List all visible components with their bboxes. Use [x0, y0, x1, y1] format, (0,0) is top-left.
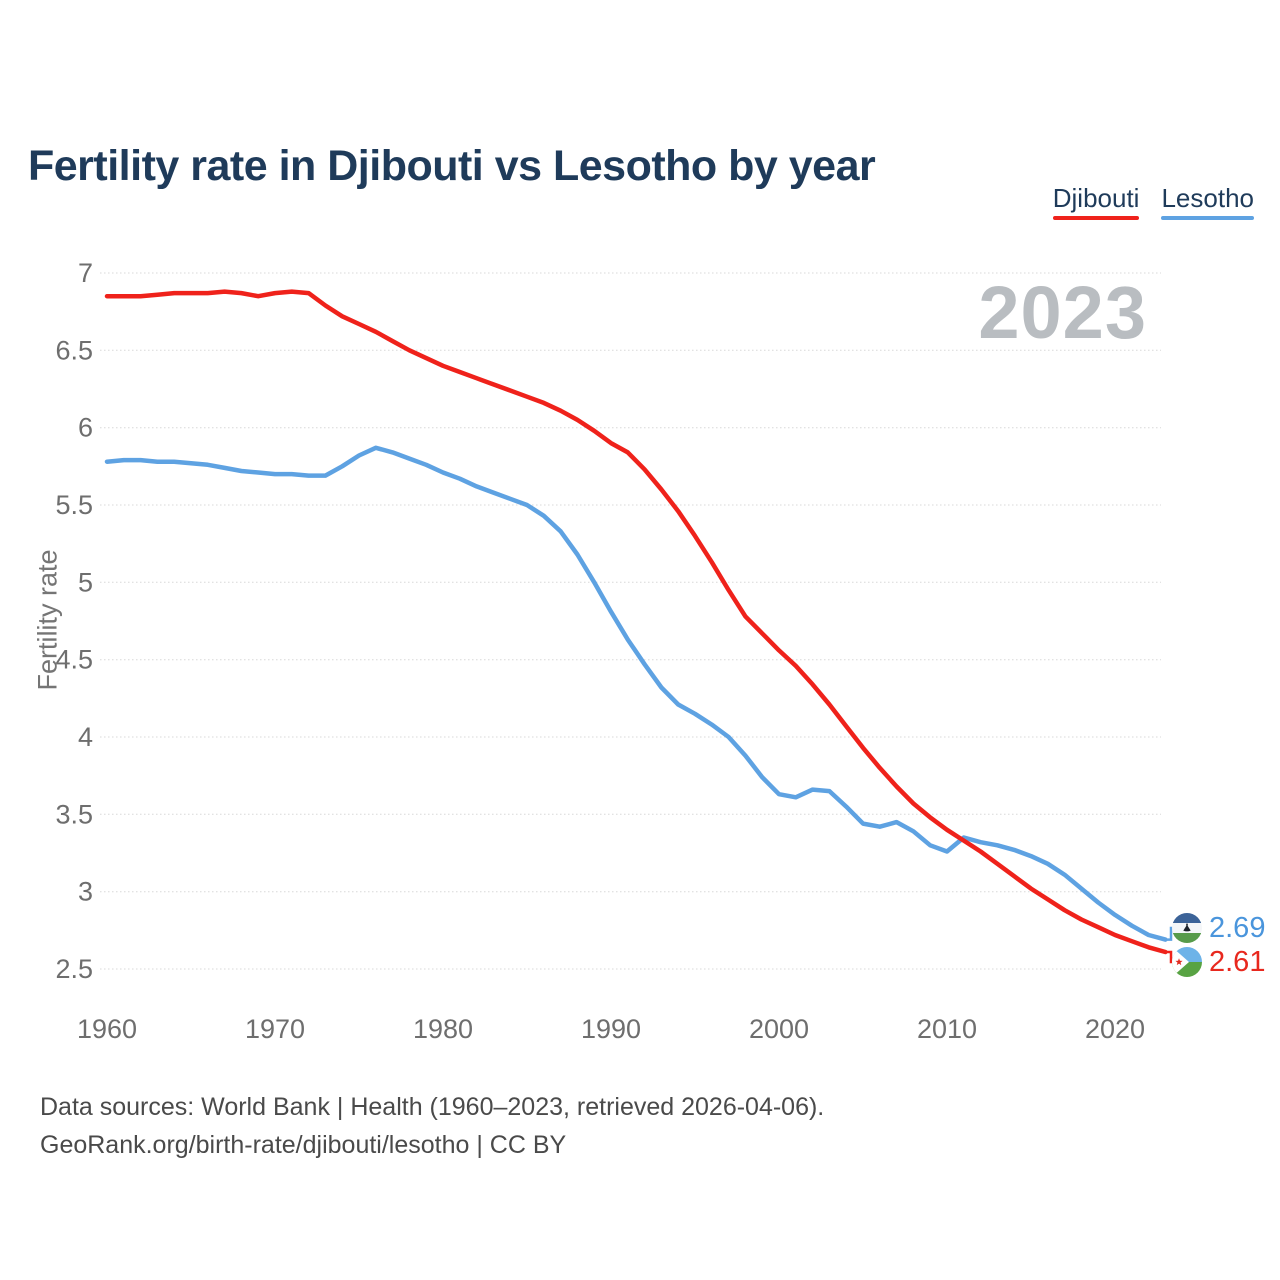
legend-underline-djibouti: [1052, 216, 1140, 220]
footer-sources-line: Data sources: World Bank | Health (1960–…: [40, 1093, 825, 1121]
lesotho-end-value: 2.69: [1209, 911, 1266, 944]
y-tick-label: 7: [78, 258, 93, 288]
x-tick-label: 2000: [749, 1014, 809, 1044]
x-tick-label: 2010: [917, 1014, 977, 1044]
x-tick-label: 1970: [245, 1014, 305, 1044]
y-tick-label: 3: [78, 877, 93, 907]
lesotho-flag-icon: [1172, 913, 1202, 943]
legend: Djibouti Lesotho: [1052, 183, 1254, 220]
djibouti-flag-icon: [1172, 947, 1202, 977]
x-tick-label: 2020: [1085, 1014, 1145, 1044]
legend-label-lesotho: Lesotho: [1161, 183, 1254, 213]
page-title: Fertility rate in Djibouti vs Lesotho by…: [28, 141, 876, 190]
legend-label-djibouti: Djibouti: [1052, 183, 1140, 213]
footer-attribution-line: GeoRank.org/birth-rate/djibouti/lesotho …: [40, 1131, 567, 1159]
watermark-year: 2023: [978, 271, 1147, 354]
djibouti-line[interactable]: [104, 289, 1168, 955]
x-tick-label: 1960: [77, 1014, 137, 1044]
legend-underline-lesotho: [1161, 216, 1254, 220]
footer: Data sources: World Bank | Health (1960–…: [40, 1088, 824, 1164]
y-tick-label: 4.5: [55, 645, 93, 675]
y-tick-label: 5.5: [55, 490, 93, 520]
y-tick-label: 5: [78, 567, 93, 597]
end-label-djibouti: 2.61: [1172, 947, 1265, 977]
x-tick-label: 1990: [581, 1014, 641, 1044]
y-tick-label: 6.5: [55, 335, 93, 365]
y-tick-label: 3.5: [55, 799, 93, 829]
lesotho-line[interactable]: [104, 445, 1168, 942]
y-tick-label: 4: [78, 722, 93, 752]
x-tick-label: 1980: [413, 1014, 473, 1044]
end-label-lesotho: 2.69: [1172, 913, 1265, 943]
djibouti-end-value: 2.61: [1209, 945, 1266, 978]
y-tick-label: 2.5: [55, 954, 93, 984]
y-tick-label: 6: [78, 413, 93, 443]
legend-item-lesotho[interactable]: Lesotho: [1161, 185, 1254, 220]
legend-item-djibouti[interactable]: Djibouti: [1052, 183, 1140, 220]
